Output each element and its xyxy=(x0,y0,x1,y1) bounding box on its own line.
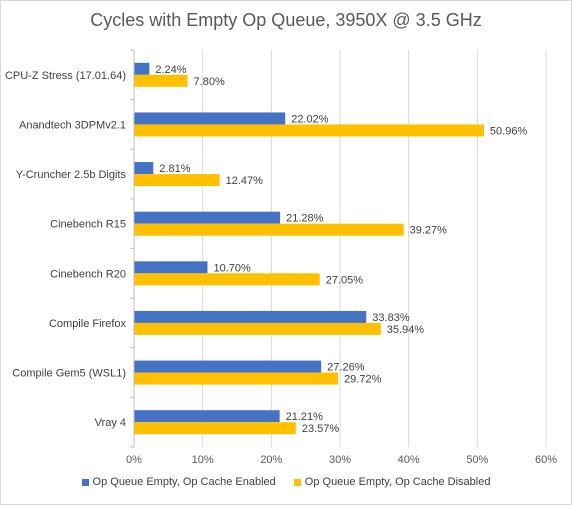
data-bar xyxy=(134,273,320,286)
data-bar xyxy=(134,74,188,87)
data-label: 23.57% xyxy=(302,423,340,435)
data-bar xyxy=(134,162,154,175)
data-label: 2.81% xyxy=(159,163,190,175)
chart-legend: Op Queue Empty, Op Cache Enabled Op Queu… xyxy=(0,476,572,488)
legend-item-enabled: Op Queue Empty, Op Cache Enabled xyxy=(81,476,276,488)
data-bar xyxy=(134,422,296,435)
x-tick-label: 20% xyxy=(260,454,282,466)
x-tick-label: 60% xyxy=(535,454,557,466)
category-label: Cinebench R15 xyxy=(50,219,126,231)
category-label: CPU-Z Stress (17.01.64) xyxy=(5,70,126,82)
data-label: 35.94% xyxy=(387,324,425,336)
data-label: 50.96% xyxy=(490,125,528,137)
data-bar xyxy=(134,322,381,335)
category-label: Y-Cruncher 2.5b Digits xyxy=(16,169,127,181)
data-label: 2.24% xyxy=(155,64,186,76)
category-label: Compile Firefox xyxy=(49,318,127,330)
data-bar xyxy=(134,372,339,385)
data-label: 33.83% xyxy=(372,312,410,324)
data-bar xyxy=(134,124,484,137)
data-label: 7.80% xyxy=(194,76,225,88)
legend-label-disabled: Op Queue Empty, Op Cache Disabled xyxy=(304,476,491,488)
data-bar xyxy=(134,223,404,236)
data-label: 21.21% xyxy=(286,411,324,423)
legend-label-enabled: Op Queue Empty, Op Cache Enabled xyxy=(92,476,276,488)
x-tick-label: 30% xyxy=(329,454,351,466)
data-bar xyxy=(134,112,286,125)
legend-swatch-enabled xyxy=(81,478,89,486)
data-label: 39.27% xyxy=(410,225,448,237)
x-tick-label: 10% xyxy=(192,454,214,466)
data-bar xyxy=(134,211,281,224)
data-bar xyxy=(134,360,322,373)
category-label: Compile Gem5 (WSL1) xyxy=(12,368,126,380)
data-label: 21.28% xyxy=(286,213,324,225)
data-bar xyxy=(134,261,208,274)
category-label: Cinebench R20 xyxy=(50,268,126,280)
chart-title: Cycles with Empty Op Queue, 3950X @ 3.5 … xyxy=(90,10,482,30)
data-label: 27.05% xyxy=(326,274,364,286)
data-bar xyxy=(134,410,280,423)
x-tick-label: 0% xyxy=(126,454,142,466)
data-bar xyxy=(134,174,220,187)
category-label: Vray 4 xyxy=(95,417,126,429)
data-label: 29.72% xyxy=(344,374,382,386)
legend-swatch-disabled xyxy=(293,478,301,486)
data-bar xyxy=(134,310,367,323)
data-label: 10.70% xyxy=(213,262,251,274)
category-label: Anandtech 3DPMv2.1 xyxy=(19,119,126,131)
x-tick-label: 40% xyxy=(398,454,420,466)
legend-item-disabled: Op Queue Empty, Op Cache Disabled xyxy=(293,476,491,488)
data-label: 12.47% xyxy=(226,175,264,187)
data-label: 27.26% xyxy=(327,362,365,374)
x-tick-label: 50% xyxy=(466,454,488,466)
data-label: 22.02% xyxy=(291,113,329,125)
data-bar xyxy=(134,62,150,75)
